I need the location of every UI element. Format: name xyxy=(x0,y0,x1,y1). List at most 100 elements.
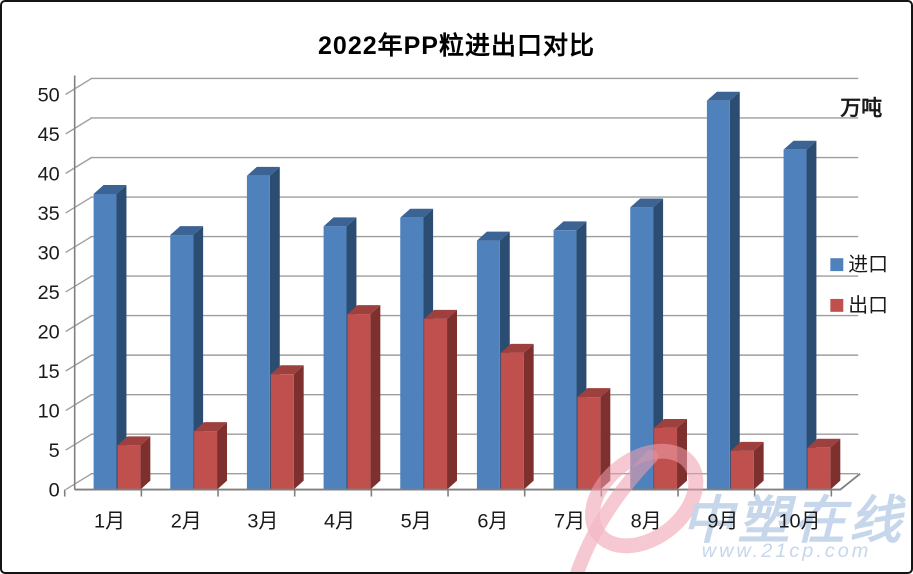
bar-出口-9月 xyxy=(730,441,764,490)
bar-front-face xyxy=(476,240,500,490)
bar-top-face xyxy=(553,221,587,231)
bar-出口-10月 xyxy=(807,438,841,490)
watermark-logo-swoosh xyxy=(570,449,659,572)
y-axis-label: 5 xyxy=(49,440,60,462)
y-axis-label: 35 xyxy=(38,203,60,225)
bar-side-face xyxy=(116,185,127,490)
y-axis-label: 0 xyxy=(49,480,60,502)
x-axis-label: 9月 xyxy=(707,510,738,532)
y-axis-tick xyxy=(65,394,92,412)
bar-front-face xyxy=(347,314,371,490)
watermark-site-url: www.21cp.com xyxy=(702,540,872,562)
bar-front-face xyxy=(807,447,831,490)
bar-进口-8月 xyxy=(630,198,664,490)
bar-出口-1月 xyxy=(117,436,151,490)
y-axis-label: 50 xyxy=(38,84,60,106)
bar-front-face xyxy=(194,431,218,490)
bar-top-face xyxy=(400,208,434,218)
x-axis-label: 4月 xyxy=(324,510,355,532)
bar-front-face xyxy=(424,318,448,490)
x-axis-label: 5月 xyxy=(401,510,432,532)
watermark-site-name: 中塑在线 xyxy=(682,491,906,549)
x-axis-label: 1月 xyxy=(94,510,125,532)
y-axis-label: 40 xyxy=(38,163,60,185)
bar-side-face xyxy=(370,305,381,490)
unit-label: 万吨 xyxy=(839,97,882,120)
bar-top-face xyxy=(424,309,457,319)
y-axis-tick xyxy=(65,117,92,135)
bar-front-face xyxy=(706,100,730,490)
y-axis-label: 20 xyxy=(38,321,60,343)
y-axis-tick xyxy=(65,315,92,333)
bar-top-face xyxy=(500,343,534,353)
bar-进口-2月 xyxy=(170,226,204,490)
bar-front-face xyxy=(783,149,807,490)
bar-top-face xyxy=(654,418,687,428)
bar-side-face xyxy=(653,198,664,490)
bar-side-face xyxy=(830,438,841,490)
bar-front-face xyxy=(323,226,347,490)
bar-top-face xyxy=(347,305,381,315)
y-axis-tick xyxy=(65,77,92,95)
bar-front-face xyxy=(246,175,270,490)
bar-top-face xyxy=(630,198,664,208)
x-axis-label: 3月 xyxy=(247,510,278,532)
bar-side-face xyxy=(729,91,740,490)
bar-出口-7月 xyxy=(577,388,611,490)
y-axis-tick xyxy=(65,354,92,372)
x-axis-label: 2月 xyxy=(171,510,202,532)
y-axis-label: 15 xyxy=(38,361,60,383)
bar-side-face xyxy=(293,365,304,490)
bar-top-face xyxy=(170,226,204,236)
bar-front-face xyxy=(630,207,654,490)
bar-top-face xyxy=(270,365,304,375)
bar-top-face xyxy=(323,217,357,227)
chart-title: 2022年PP粒进出口对比 xyxy=(318,32,595,60)
bar-top-face xyxy=(807,438,841,448)
bar-出口-6月 xyxy=(500,343,534,490)
legend-label-出口: 出口 xyxy=(848,295,888,317)
bar-出口-3月 xyxy=(270,365,304,490)
bar-top-face xyxy=(783,140,817,150)
bar-出口-5月 xyxy=(424,309,457,490)
bar-front-face xyxy=(500,352,524,490)
bar-top-face xyxy=(246,166,280,176)
y-axis-tick xyxy=(65,433,92,451)
legend-label-进口: 进口 xyxy=(848,254,888,276)
x-axis-label: 8月 xyxy=(631,510,662,532)
bar-front-face xyxy=(170,235,194,490)
bar-side-face xyxy=(217,422,228,490)
bar-side-face xyxy=(140,436,151,490)
bar-front-face xyxy=(553,230,577,490)
y-axis-tick xyxy=(65,473,92,491)
y-axis-label: 45 xyxy=(38,124,60,146)
bar-front-face xyxy=(270,374,294,490)
bar-top-face xyxy=(730,441,764,451)
bar-side-face xyxy=(523,343,534,490)
bar-进口-1月 xyxy=(93,185,127,490)
bar-top-face xyxy=(577,388,611,398)
bar-front-face xyxy=(117,445,141,490)
bar-front-face xyxy=(400,217,424,490)
bar-top-face xyxy=(706,91,740,101)
bar-出口-4月 xyxy=(347,305,381,490)
bar-top-face xyxy=(194,422,228,432)
y-axis-label: 25 xyxy=(38,282,60,304)
bar-front-face xyxy=(93,193,117,490)
bar-top-face xyxy=(93,185,127,194)
y-axis-label: 10 xyxy=(38,401,60,423)
bar-进口-10月 xyxy=(783,140,817,490)
legend-swatch-出口 xyxy=(830,298,844,312)
bar-front-face xyxy=(730,450,754,490)
bar-出口-2月 xyxy=(194,422,228,490)
bar-top-face xyxy=(476,231,510,241)
y-axis-tick xyxy=(65,196,92,214)
bar-top-face xyxy=(117,436,151,446)
x-axis-label: 7月 xyxy=(554,510,585,532)
y-axis-label: 30 xyxy=(38,242,60,264)
y-axis-tick xyxy=(65,156,92,174)
bar-side-face xyxy=(806,140,817,490)
